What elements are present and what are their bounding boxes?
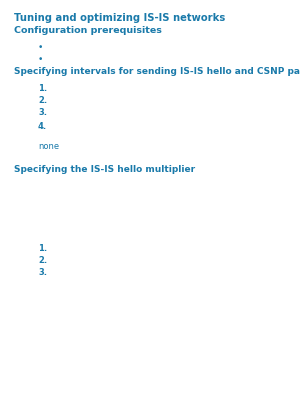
Text: 1.: 1.: [38, 244, 47, 253]
Text: 2.: 2.: [38, 96, 47, 105]
Text: 4.: 4.: [38, 122, 47, 131]
Text: 1.: 1.: [38, 84, 47, 93]
Text: •: •: [38, 43, 44, 52]
Text: 3.: 3.: [38, 108, 47, 117]
Text: 2.: 2.: [38, 256, 47, 265]
Text: Configuration prerequisites: Configuration prerequisites: [14, 26, 162, 35]
Text: Tuning and optimizing IS-IS networks: Tuning and optimizing IS-IS networks: [14, 13, 225, 23]
Text: 3.: 3.: [38, 268, 47, 277]
Text: •: •: [38, 55, 44, 64]
Text: none: none: [38, 142, 59, 151]
Text: Specifying the IS-IS hello multiplier: Specifying the IS-IS hello multiplier: [14, 165, 195, 174]
Text: Specifying intervals for sending IS-IS hello and CSNP packets: Specifying intervals for sending IS-IS h…: [14, 67, 300, 76]
